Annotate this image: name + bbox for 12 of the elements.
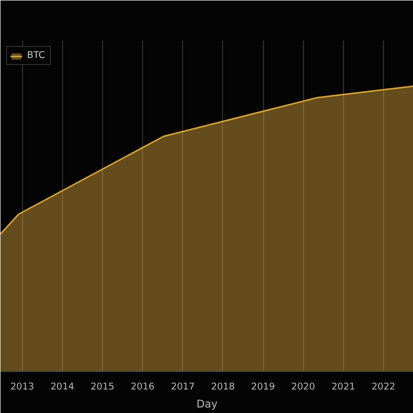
x-tick-label: 2020 bbox=[291, 382, 316, 392]
x-tick-label: 2015 bbox=[90, 382, 114, 392]
x-tick-label: 2019 bbox=[251, 382, 275, 392]
legend-label: BTC bbox=[27, 50, 46, 61]
x-tick-label: 2016 bbox=[130, 382, 155, 392]
x-axis-title: Day bbox=[196, 398, 218, 410]
x-tick-label: 2022 bbox=[372, 382, 396, 392]
x-tick-label: 2018 bbox=[211, 382, 235, 392]
x-tick-label: 2013 bbox=[10, 382, 34, 392]
x-tick-label: 2014 bbox=[50, 382, 74, 392]
x-tick-label: 2017 bbox=[170, 382, 195, 392]
x-tick-label: 2021 bbox=[332, 382, 356, 392]
